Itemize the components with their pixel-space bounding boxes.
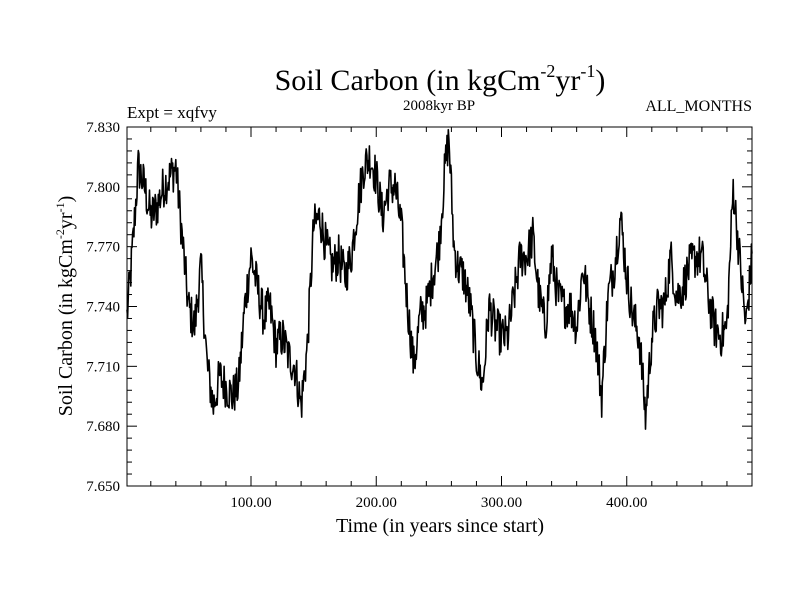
y-tick-label: 7.830: [86, 120, 120, 136]
y-axis-label-mid: yr: [55, 212, 77, 229]
x-tick-label: 400.00: [606, 495, 647, 511]
y-axis-label-end: ): [55, 196, 77, 203]
y-tick-label: 7.680: [86, 419, 120, 435]
subtitle-months: ALL_MONTHS: [645, 98, 752, 115]
chart-title-end: ): [595, 64, 605, 97]
y-tick-label: 7.650: [86, 479, 120, 495]
y-axis-label-sup1: -2: [53, 229, 67, 239]
chart-title: Soil Carbon (in kgCm-2yr-1): [275, 61, 606, 97]
y-axis-label-main: Soil Carbon (in kgCm: [55, 239, 77, 417]
y-tick-label: 7.770: [86, 240, 120, 256]
x-tick-label: 200.00: [356, 495, 397, 511]
chart-title-main: Soil Carbon (in kgCm: [275, 64, 541, 97]
subtitle-period: 2008kyr BP: [403, 98, 475, 114]
y-tick-label: 7.710: [86, 359, 120, 375]
x-tick-label: 100.00: [230, 495, 271, 511]
y-tick-label: 7.800: [86, 180, 120, 196]
y-axis-ticks: 7.650 7.680 7.710 7.740 7.770 7.800 7.830: [86, 120, 752, 495]
chart-title-mid: yr: [555, 64, 580, 97]
series-line-soil-carbon: [126, 128, 753, 430]
y-axis-label-sup2: -1: [53, 202, 67, 212]
x-tick-label: 300.00: [481, 495, 522, 511]
y-axis-label: Soil Carbon (in kgCm-2yr-1): [53, 196, 77, 417]
y-tick-label: 7.740: [86, 300, 120, 316]
chart-title-sup2: -1: [580, 61, 595, 81]
x-axis-label: Time (in years since start): [336, 515, 544, 537]
chart-title-sup1: -2: [540, 61, 555, 81]
x-axis-ticks: 100.00 200.00 300.00 400.00: [150, 127, 728, 511]
subtitle-experiment: Expt = xqfvy: [127, 103, 217, 122]
